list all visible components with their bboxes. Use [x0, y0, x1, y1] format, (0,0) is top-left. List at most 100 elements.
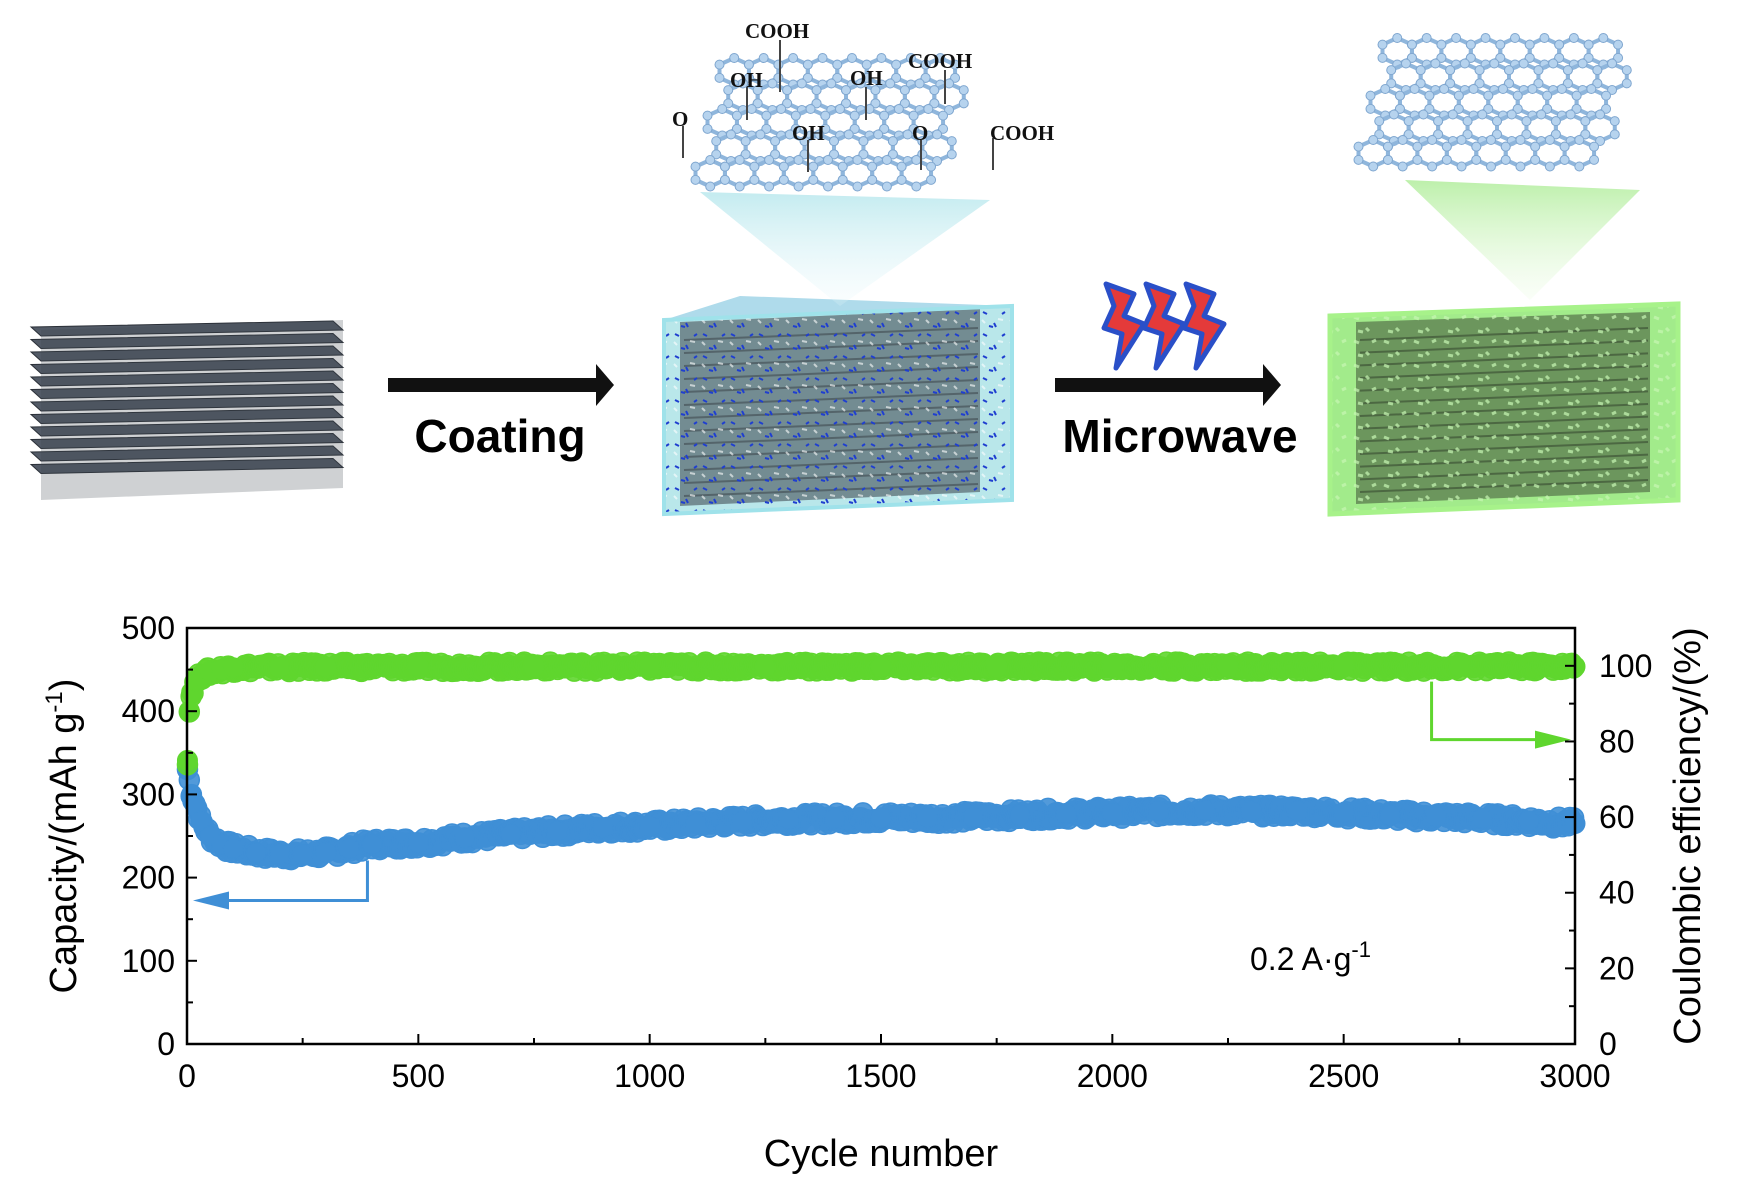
data-point [754, 656, 776, 678]
right-y-tick-label: 60 [1599, 799, 1635, 835]
group-cooh-2: COOH [908, 49, 972, 73]
microwave-label: Microwave [1062, 410, 1297, 462]
left-y-tick-label: 300 [122, 776, 175, 812]
x-axis-title: Cycle number [764, 1133, 999, 1175]
left-y-axis-title-close: ) [43, 679, 85, 692]
data-point [407, 832, 429, 854]
data-point [1009, 804, 1031, 826]
data-point [870, 656, 892, 678]
graphite-layer [29, 432, 345, 450]
data-point [500, 823, 522, 845]
data-point [222, 657, 244, 679]
data-point [1101, 802, 1123, 824]
data-point [523, 656, 545, 678]
x-tick-label: 1000 [614, 1058, 685, 1094]
annotation-main: 0.2 A·g [1250, 941, 1351, 977]
data-point [592, 817, 614, 839]
graphite-layer [29, 332, 345, 350]
group-oh-3: OH [792, 121, 825, 145]
right-y-tick-label: 20 [1599, 950, 1635, 986]
data-point [269, 656, 291, 678]
right-y-axis: 0 20 40 60 80 100 [1565, 648, 1652, 1062]
left-y-axis-title: Capacity/(mAh g-1) [41, 679, 85, 994]
data-point [963, 806, 985, 828]
data-point [1333, 656, 1355, 678]
data-point [639, 815, 661, 837]
left-y-tick-label: 0 [157, 1026, 175, 1062]
x-tick-label: 3000 [1539, 1058, 1610, 1094]
chart: 0 500 1000 1500 2000 2500 3000 010020030040050… [41, 610, 1709, 1175]
left-axis-indicator-arrow [193, 860, 369, 910]
functional-groups: COOH OH OH COOH O OH O COOH [672, 19, 1054, 172]
data-point [546, 820, 568, 842]
graphite-layer [29, 445, 345, 462]
zoom-beam-go [700, 192, 990, 306]
graphite-layer [29, 345, 345, 362]
graphene-oxide-sheet-icon [690, 52, 969, 192]
data-point [1379, 804, 1401, 826]
graphite-layer [29, 420, 345, 437]
left-y-axis-title-main: Capacity/(mAh g [43, 713, 85, 994]
x-tick-label: 2500 [1308, 1058, 1379, 1094]
group-o-2: O [912, 121, 928, 145]
data-point [338, 837, 360, 859]
data-point [269, 843, 291, 865]
coated-graphite-cube [662, 296, 1014, 517]
data-point [824, 808, 846, 830]
data-point [1425, 806, 1447, 828]
x-tick-label: 1500 [845, 1058, 916, 1094]
right-y-tick-label: 100 [1599, 648, 1652, 684]
left-y-tick-label: 400 [122, 693, 175, 729]
graphite-layer [29, 357, 345, 375]
data-point [685, 813, 707, 835]
right-y-axis-title: Coulombic efficiency/(%) [1667, 627, 1709, 1044]
graphene-sheet-icon [1353, 32, 1632, 172]
reduced-coating-cube [1327, 301, 1681, 517]
graphite-layer [29, 407, 345, 425]
group-cooh-3: COOH [990, 121, 1054, 145]
data-point [361, 833, 383, 855]
data-point [1471, 808, 1493, 830]
data-point [1101, 656, 1123, 678]
annotation-sup: -1 [1351, 937, 1371, 962]
data-point [1240, 800, 1262, 822]
microwave-arrow [1055, 364, 1281, 406]
group-o-1: O [672, 107, 688, 131]
lightning-bolt-icon [1101, 281, 1227, 371]
data-point [1217, 656, 1239, 678]
data-point [222, 837, 244, 859]
efficiency-series [176, 651, 1586, 776]
data-point [1055, 803, 1077, 825]
graphite-layer [29, 457, 345, 475]
graphite-layer [29, 395, 345, 412]
current-density-annotation: 0.2 A·g-1 [1250, 937, 1371, 977]
zoom-beam-rgo [1405, 180, 1640, 300]
x-tick-label: 2000 [1077, 1058, 1148, 1094]
data-point [639, 656, 661, 678]
data-point [315, 842, 337, 864]
data-point [454, 827, 476, 849]
data-point [1518, 810, 1540, 832]
group-cooh-1: COOH [745, 19, 809, 43]
right-axis-indicator-arrow [1430, 681, 1571, 749]
left-y-tick-label: 100 [122, 943, 175, 979]
left-y-axis: 0 100 200 300 400 500 [122, 610, 197, 1062]
data-point [1148, 800, 1170, 822]
capacity-series [176, 758, 1586, 871]
data-point [407, 656, 429, 678]
coating-arrow [388, 364, 614, 406]
plot-area [176, 651, 1586, 910]
right-y-tick-label: 0 [1599, 1026, 1617, 1062]
group-oh-2: OH [850, 66, 883, 90]
x-tick-label: 500 [392, 1058, 445, 1094]
right-y-tick-label: 80 [1599, 723, 1635, 759]
data-point [245, 842, 267, 864]
data-point [190, 810, 212, 832]
data-point [292, 843, 314, 865]
data-point [870, 807, 892, 829]
data-point [1448, 656, 1470, 678]
left-y-tick-label: 200 [122, 860, 175, 896]
right-y-tick-label: 40 [1599, 875, 1635, 911]
data-point [916, 807, 938, 829]
